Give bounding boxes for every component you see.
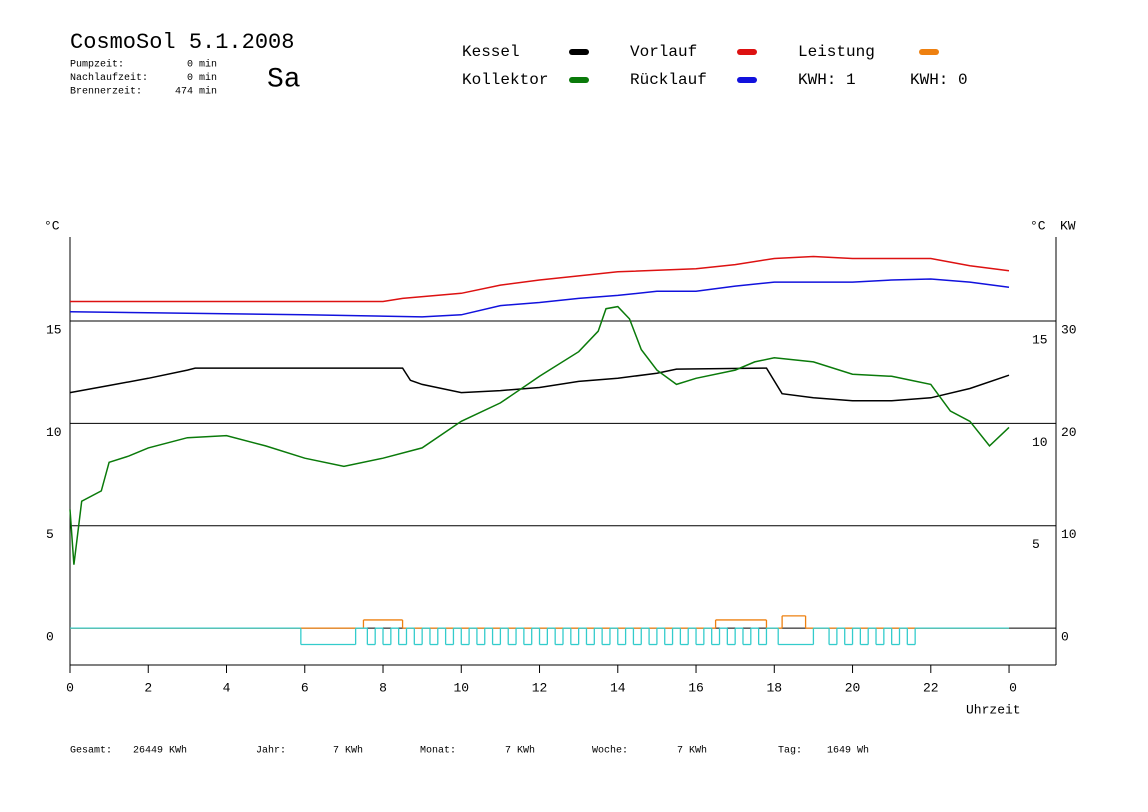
y-tick-label-right: 5: [1032, 537, 1040, 552]
footer-label: Woche:: [592, 745, 628, 757]
title: CosmoSol 5.1.2008: [70, 30, 294, 55]
kwh-label: KWH: 1: [798, 71, 856, 89]
legend-label: Rücklauf: [630, 71, 707, 89]
x-tick-label: 4: [223, 680, 231, 695]
weekday: Sa: [267, 64, 301, 95]
y2-tick-label: 30: [1061, 322, 1077, 337]
y-tick-label: 0: [46, 630, 54, 645]
series-line: [70, 255, 1010, 303]
y-axis-label-right: °C: [1030, 218, 1046, 233]
x-axis-label: Uhrzeit: [966, 702, 1021, 717]
x-tick-label: 22: [923, 680, 939, 695]
footer-value: 1649 Wh: [827, 745, 869, 757]
footer-value: 7 KWh: [677, 745, 707, 757]
x-tick-label: 12: [532, 680, 548, 695]
legend-label: Kollektor: [462, 71, 548, 89]
footer-label: Monat:: [420, 746, 456, 757]
stat-label: Brennerzeit:: [70, 86, 142, 98]
x-tick-label: 10: [453, 680, 469, 695]
footer-value: 7 KWh: [333, 745, 363, 757]
y-tick-label: 5: [46, 527, 54, 542]
y2-tick-label: 0: [1061, 630, 1069, 645]
stat-label: Nachlaufzeit:: [70, 72, 148, 84]
y2-tick-label: 10: [1061, 527, 1077, 542]
y-tick-label-right: 15: [1032, 332, 1048, 347]
x-tick-label: 16: [688, 680, 704, 695]
x-tick-label: 8: [379, 680, 387, 695]
x-tick-label: 6: [301, 680, 309, 695]
x-tick-label: 2: [144, 680, 152, 695]
stat-label: Pumpzeit:: [70, 59, 124, 71]
x-tick-label: 18: [766, 680, 782, 695]
x-tick-label: 0: [66, 680, 74, 695]
x-tick-label: 14: [610, 680, 626, 695]
kwh-label: KWH: 0: [910, 71, 968, 89]
stat-value: 474 min: [175, 86, 217, 98]
legend-label: Leistung: [798, 43, 875, 61]
legend-label: Kessel: [462, 43, 520, 61]
y-axis-label: °C: [44, 218, 60, 233]
series-line: [69, 278, 1010, 318]
footer-value: 7 KWh: [505, 745, 535, 757]
y-tick-label-right: 10: [1032, 435, 1048, 450]
footer-label: Gesamt:: [70, 746, 112, 757]
stat-value: 0 min: [187, 72, 217, 84]
footer-value: 26449 KWh: [133, 745, 187, 757]
x-tick-label: 0: [1009, 680, 1017, 695]
y2-tick-label: 20: [1061, 425, 1077, 440]
x-tick-label: 20: [845, 680, 861, 695]
series-line: [69, 367, 1010, 402]
footer-label: Tag:: [778, 746, 802, 757]
y2-axis-label: KW: [1060, 218, 1076, 233]
legend-label: Vorlauf: [630, 43, 697, 61]
y-tick-label: 10: [46, 425, 62, 440]
footer-label: Jahr:: [256, 745, 286, 757]
series-line: [69, 305, 1010, 565]
stat-value: 0 min: [187, 59, 217, 71]
y-tick-label: 15: [46, 322, 62, 337]
